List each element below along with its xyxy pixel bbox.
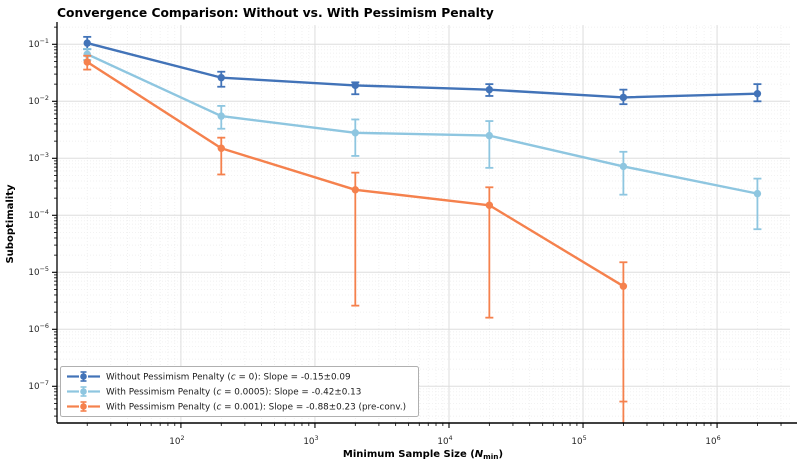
x-axis-label-prefix: Minimum Sample Size (	[343, 449, 475, 460]
axes-spines	[56, 22, 797, 424]
x-tick-label: 104	[437, 434, 452, 447]
data-point	[83, 39, 91, 47]
series-line	[86, 53, 759, 195]
series-layer	[83, 35, 762, 423]
data-point	[351, 186, 360, 194]
x-tick-label: 106	[705, 434, 720, 447]
data-point	[351, 129, 360, 137]
y-tick-label: 10−7	[28, 379, 49, 392]
x-axis-label: Minimum Sample Size (Nmin)	[343, 449, 503, 461]
y-tick-label: 10−1	[28, 37, 49, 50]
legend-handle-marker	[80, 388, 87, 395]
y-tick-label: 10−3	[28, 151, 49, 164]
data-point	[619, 93, 628, 102]
series-line	[86, 41, 759, 99]
x-tick-label: 103	[303, 434, 318, 447]
data-point	[619, 162, 628, 171]
x-tick-label: 105	[571, 434, 586, 447]
data-point	[485, 201, 494, 209]
legend-row-1: With Pessimism Penalty (c = 0.0005): Slo…	[67, 386, 361, 398]
chart-title: Convergence Comparison: Without vs. With…	[57, 6, 494, 20]
data-point	[217, 144, 225, 152]
data-point	[217, 73, 225, 82]
axis-ticks	[52, 26, 782, 428]
data-point	[753, 189, 762, 198]
y-tick-label: 10−6	[28, 322, 49, 335]
y-tick-label: 10−2	[28, 94, 49, 107]
minor-gridlines	[57, 25, 790, 423]
x-axis-label-suffix: )	[498, 449, 503, 460]
x-axis-label-variable: N	[475, 449, 484, 460]
data-point	[485, 85, 494, 94]
x-tick-label: 102	[169, 434, 184, 447]
data-point	[83, 58, 91, 66]
data-point	[217, 112, 225, 120]
legend-label: With Pessimism Penalty (c = 0.001): Slop…	[106, 403, 406, 413]
x-axis-label-subscript: min	[483, 452, 498, 461]
data-point	[351, 81, 360, 90]
legend-handle-marker	[80, 403, 87, 410]
tick-labels: 102 103 104 105 106 10−1 10−2 10−3 10−4 10−5 10−6 1…	[28, 37, 720, 447]
legend-label: Without Pessimism Penalty (c = 0): Slope…	[106, 373, 351, 383]
data-point	[485, 131, 494, 140]
legend-row-2: With Pessimism Penalty (c = 0.001): Slop…	[67, 401, 406, 413]
series-1	[83, 48, 762, 231]
y-tick-label: 10−4	[28, 208, 49, 221]
major-gridlines	[57, 25, 790, 423]
series-2	[83, 54, 628, 423]
series-0	[83, 35, 762, 106]
data-point	[753, 89, 762, 98]
y-axis-label: Suboptimality	[5, 184, 16, 264]
legend-handle-marker	[80, 373, 87, 380]
legend-box	[60, 366, 419, 417]
legend-label: With Pessimism Penalty (c = 0.0005): Slo…	[106, 388, 361, 398]
legend-row-0: Without Pessimism Penalty (c = 0): Slope…	[67, 371, 351, 383]
data-point	[619, 282, 628, 290]
y-tick-label: 10−5	[28, 265, 49, 278]
legend: Without Pessimism Penalty (c = 0): Slope…	[60, 366, 419, 417]
